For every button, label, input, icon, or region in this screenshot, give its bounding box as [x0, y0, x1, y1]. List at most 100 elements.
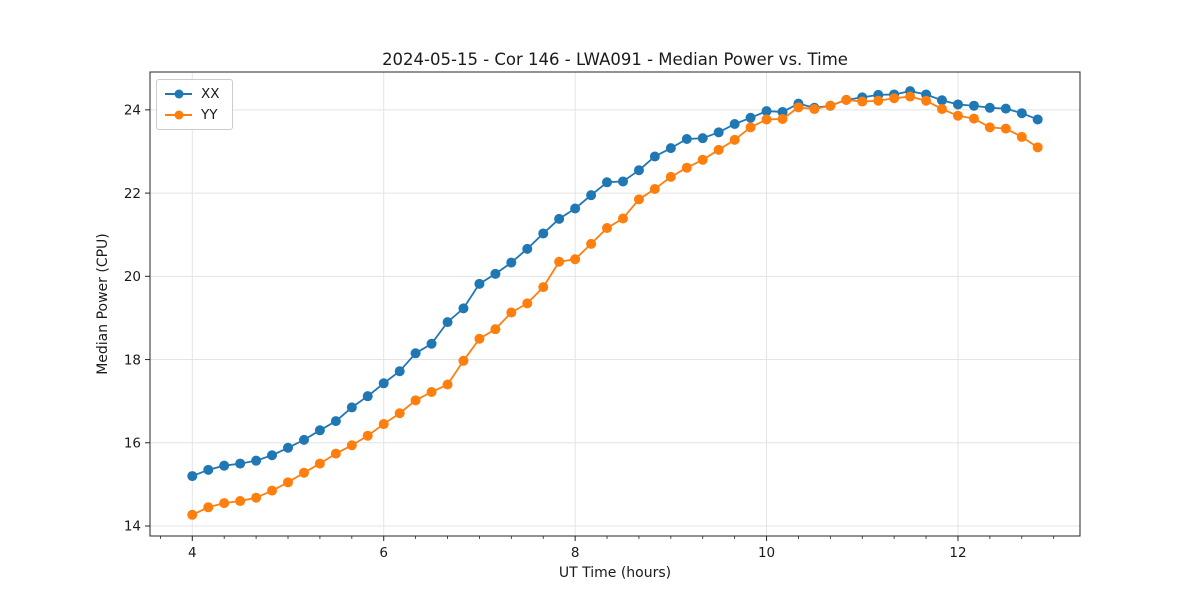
marker-dot	[187, 471, 198, 482]
marker-dot	[793, 102, 804, 113]
legend-label: XX	[201, 86, 220, 102]
tick-layer: 4 6 8 10 12 14 16 18 20 22 24	[124, 103, 1055, 561]
marker-dot	[633, 194, 644, 205]
legend-marker-icon	[174, 110, 183, 120]
marker-dot	[952, 110, 963, 121]
x-tick-label: 12	[949, 545, 966, 561]
y-axis-label: Median Power (CPU)	[95, 233, 111, 375]
marker-dot	[570, 203, 581, 214]
marker-dot	[299, 434, 309, 445]
x-tick-label: 6	[379, 545, 388, 561]
marker-dot	[235, 496, 246, 507]
series-line	[191, 90, 1039, 477]
marker-dot	[474, 333, 485, 344]
marker-dot	[761, 114, 772, 125]
series-layer	[187, 86, 1043, 520]
marker-dot	[235, 458, 246, 469]
marker-dot	[346, 440, 357, 451]
frame-layer	[149, 71, 1081, 537]
marker-dot	[187, 509, 198, 520]
series-YY	[187, 91, 1043, 520]
legend-marker-icon	[174, 89, 183, 99]
marker-dot	[777, 114, 788, 125]
marker-dot	[713, 127, 724, 138]
marker-dot	[330, 416, 341, 427]
marker-dot	[1016, 131, 1027, 142]
marker-dot	[665, 143, 676, 154]
marker-dot	[283, 442, 294, 453]
marker-dot	[1032, 142, 1043, 153]
marker-dot	[857, 96, 868, 107]
marker-dot	[825, 100, 836, 111]
marker-dot	[538, 228, 549, 239]
marker-dot	[602, 223, 613, 234]
legend-line-sample	[165, 89, 192, 99]
marker-dot	[346, 402, 357, 413]
marker-dot	[362, 391, 373, 402]
y-tick-label: 14	[124, 519, 141, 535]
marker-dot	[267, 450, 278, 461]
marker-dot	[761, 106, 772, 117]
marker-dot	[394, 408, 405, 419]
marker-dot	[809, 104, 820, 115]
marker-dot	[1000, 123, 1011, 134]
marker-dot	[1016, 108, 1027, 119]
marker-dot	[458, 303, 469, 314]
x-tick-label: 10	[758, 545, 775, 561]
marker-dot	[251, 455, 262, 466]
marker-dot	[522, 298, 533, 309]
marker-dot	[203, 502, 214, 513]
marker-dot	[314, 458, 325, 469]
marker-dot	[665, 171, 676, 182]
series-line	[191, 95, 1039, 516]
marker-dot	[314, 425, 325, 436]
marker-dot	[649, 183, 660, 194]
plot-frame	[149, 71, 1081, 537]
marker-dot	[362, 430, 373, 441]
marker-dot	[617, 176, 628, 187]
marker-dot	[841, 94, 852, 105]
marker-dot	[203, 464, 214, 475]
marker-dot	[267, 485, 278, 496]
marker-dot	[889, 93, 900, 104]
marker-dot	[283, 477, 294, 488]
marker-dot	[554, 256, 565, 267]
marker-dot	[745, 122, 756, 133]
marker-dot	[984, 122, 995, 133]
y-tick-label: 22	[124, 186, 141, 202]
y-tick-label: 16	[124, 436, 141, 452]
marker-dot	[394, 366, 405, 377]
marker-dot	[426, 387, 437, 398]
grid-layer	[150, 72, 1080, 536]
marker-dot	[538, 282, 549, 293]
marker-dot	[1000, 103, 1011, 114]
legend-entry-xx: XX	[165, 86, 220, 102]
marker-dot	[745, 112, 756, 123]
marker-dot	[299, 467, 309, 478]
marker-dot	[410, 348, 421, 359]
marker-dot	[952, 99, 963, 110]
marker-dot	[522, 243, 533, 254]
y-tick-label: 18	[124, 352, 141, 368]
marker-dot	[936, 104, 947, 115]
marker-dot	[729, 134, 740, 145]
marker-dot	[1032, 114, 1043, 125]
marker-dot	[251, 492, 262, 503]
marker-dot	[777, 106, 788, 117]
chart-title: 2024-05-15 - Cor 146 - LWA091 - Median P…	[382, 50, 848, 69]
marker-dot	[506, 257, 517, 268]
marker-dot	[330, 448, 341, 459]
marker-dot	[570, 254, 581, 265]
marker-dot	[921, 95, 932, 106]
legend: XX YY	[156, 79, 233, 130]
marker-dot	[968, 100, 979, 111]
marker-dot	[219, 498, 230, 509]
marker-dot	[474, 278, 485, 289]
marker-dot	[681, 162, 692, 173]
marker-dot	[586, 190, 597, 201]
marker-dot	[490, 324, 501, 335]
x-tick-label: 4	[188, 545, 197, 561]
marker-dot	[617, 213, 628, 224]
y-tick-label: 20	[124, 269, 141, 285]
